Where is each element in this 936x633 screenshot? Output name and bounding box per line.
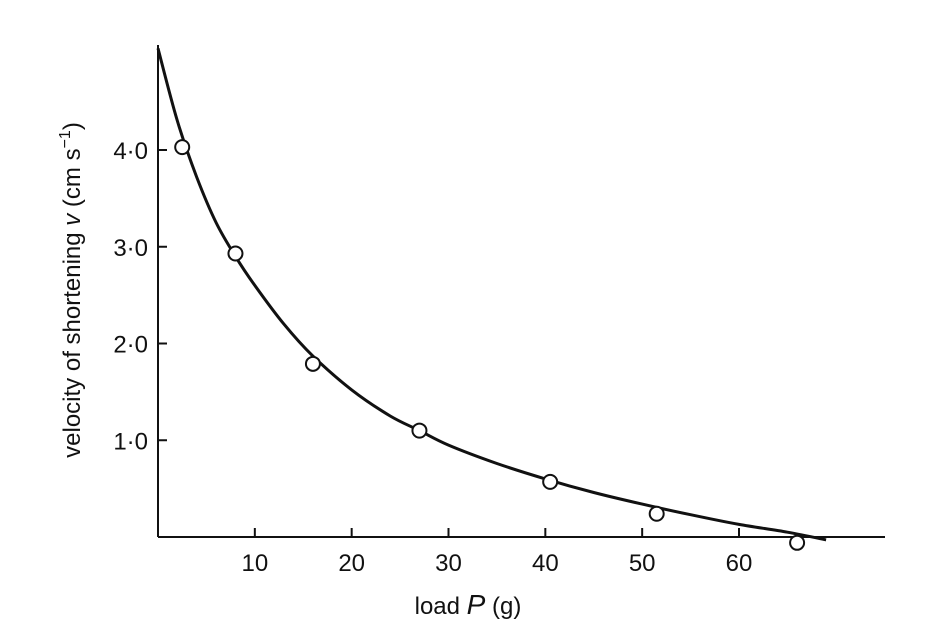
axes	[157, 45, 885, 538]
x-tick-label: 50	[629, 550, 656, 577]
data-point	[542, 473, 559, 490]
y-tick-label: 3·0	[113, 235, 148, 262]
data-point	[304, 355, 321, 372]
y-tick-label: 1·0	[113, 428, 148, 455]
data-point	[227, 245, 244, 262]
tick-labels: 10 20 30 40 50 60 1·0 2·0 3·0 4·0	[113, 138, 752, 577]
x-axis-title: load P (g)	[415, 589, 522, 620]
x-axis-title-prefix: load	[415, 593, 467, 620]
y-axis-title-unit-open: (cm s	[59, 148, 86, 213]
data-point	[648, 505, 665, 522]
y-axis-title-unit-exp: −1	[57, 130, 74, 148]
y-axis-title-variable: v	[59, 212, 86, 226]
y-tick-label: 4·0	[113, 138, 148, 165]
y-tick-label: 2·0	[113, 332, 148, 359]
curve-layer	[156, 48, 827, 542]
ticks	[158, 149, 740, 537]
y-axis-title: velocity of shortening v (cm s−1)	[57, 122, 86, 458]
x-tick-label: 40	[532, 550, 559, 577]
x-tick-label: 10	[241, 550, 268, 577]
fit-curve-line	[156, 48, 827, 542]
data-point	[411, 422, 428, 439]
x-tick-label: 20	[338, 550, 365, 577]
data-point	[789, 534, 806, 551]
data-point	[174, 139, 191, 156]
x-tick-label: 60	[726, 550, 753, 577]
x-axis-title-suffix: (g)	[485, 593, 521, 620]
x-tick-label: 30	[435, 550, 462, 577]
y-axis-title-unit-close: )	[59, 122, 86, 130]
x-axis-title-variable: P	[467, 589, 486, 620]
point-layer	[174, 139, 806, 551]
y-axis-title-prefix: velocity of shortening	[59, 226, 86, 458]
